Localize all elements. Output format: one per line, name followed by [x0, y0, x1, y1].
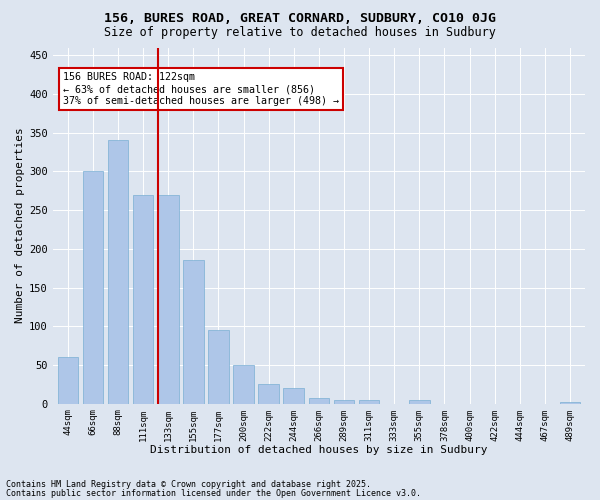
Bar: [409, 400, 430, 404]
Bar: [233, 365, 254, 404]
Text: Size of property relative to detached houses in Sudbury: Size of property relative to detached ho…: [104, 26, 496, 39]
Y-axis label: Number of detached properties: Number of detached properties: [15, 128, 25, 324]
Text: Contains public sector information licensed under the Open Government Licence v3: Contains public sector information licen…: [6, 490, 421, 498]
Bar: [58, 358, 78, 404]
Bar: [183, 260, 203, 404]
Bar: [560, 402, 580, 404]
Bar: [208, 330, 229, 404]
Bar: [334, 400, 354, 404]
Text: 156 BURES ROAD: 122sqm
← 63% of detached houses are smaller (856)
37% of semi-de: 156 BURES ROAD: 122sqm ← 63% of detached…: [64, 72, 340, 106]
Bar: [259, 384, 279, 404]
Bar: [308, 398, 329, 404]
X-axis label: Distribution of detached houses by size in Sudbury: Distribution of detached houses by size …: [150, 445, 488, 455]
Bar: [359, 400, 379, 404]
Text: Contains HM Land Registry data © Crown copyright and database right 2025.: Contains HM Land Registry data © Crown c…: [6, 480, 371, 489]
Bar: [83, 172, 103, 404]
Bar: [133, 194, 154, 404]
Bar: [158, 194, 179, 404]
Bar: [108, 140, 128, 404]
Bar: [283, 388, 304, 404]
Text: 156, BURES ROAD, GREAT CORNARD, SUDBURY, CO10 0JG: 156, BURES ROAD, GREAT CORNARD, SUDBURY,…: [104, 12, 496, 26]
